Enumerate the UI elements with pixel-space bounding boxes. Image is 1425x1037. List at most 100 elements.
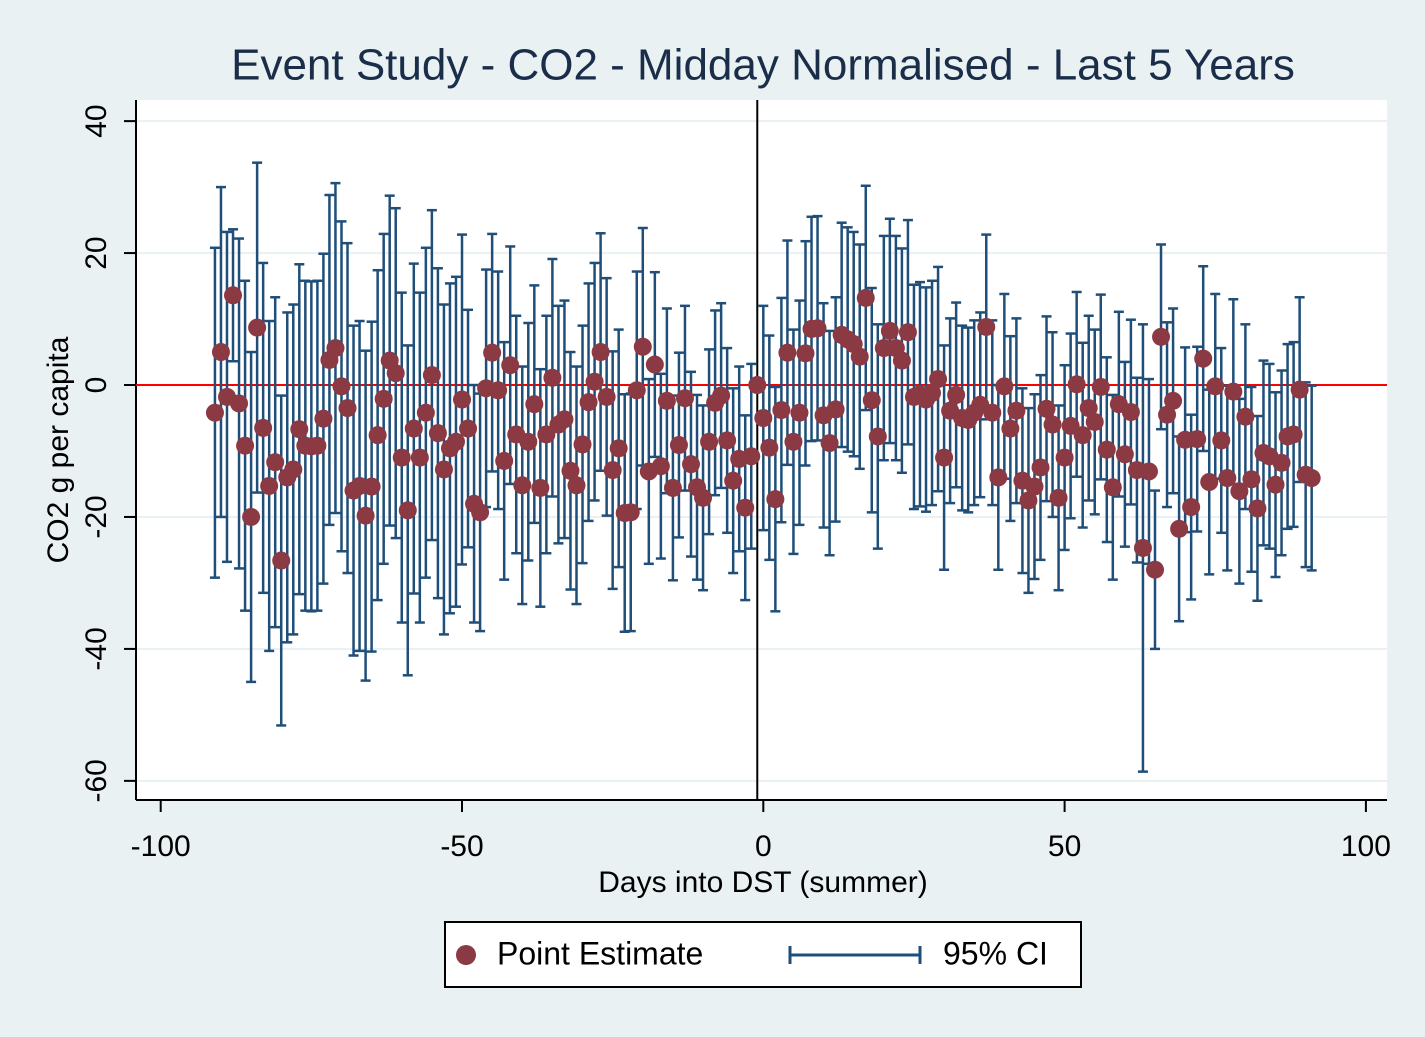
point	[766, 490, 785, 509]
point	[254, 418, 273, 437]
point	[404, 419, 423, 438]
point	[892, 351, 911, 370]
point	[778, 343, 797, 362]
point	[326, 339, 345, 358]
point	[410, 448, 429, 467]
point	[459, 419, 478, 438]
point	[736, 498, 755, 517]
point	[428, 424, 447, 443]
point	[230, 394, 249, 413]
legend-label: Point Estimate	[497, 935, 703, 971]
chart-title: Event Study - CO2 - Midday Normalised - …	[231, 41, 1295, 90]
point	[1230, 482, 1249, 501]
point	[1266, 475, 1285, 494]
point	[1206, 377, 1225, 396]
point	[483, 343, 502, 362]
point	[272, 551, 291, 570]
point	[1067, 375, 1086, 394]
point	[995, 377, 1014, 396]
point	[242, 507, 261, 526]
point	[332, 377, 351, 396]
point	[1272, 453, 1291, 472]
point	[356, 506, 375, 525]
point	[398, 501, 417, 520]
point	[724, 471, 743, 490]
point	[1091, 377, 1110, 396]
point	[609, 439, 628, 458]
point	[1103, 478, 1122, 497]
point	[1290, 380, 1309, 399]
legend-marker	[456, 945, 476, 965]
point	[784, 432, 803, 451]
point	[651, 457, 670, 476]
point	[453, 390, 472, 409]
point	[416, 403, 435, 422]
point	[1049, 488, 1068, 507]
point	[1236, 407, 1255, 426]
point	[314, 409, 333, 428]
point	[513, 476, 532, 495]
point	[284, 460, 303, 479]
point	[760, 438, 779, 457]
point	[977, 317, 996, 336]
point	[603, 461, 622, 480]
point	[1242, 470, 1261, 489]
legend-marker	[788, 946, 922, 964]
x-tick-label: 100	[1341, 830, 1391, 863]
point	[657, 391, 676, 410]
point	[531, 478, 550, 497]
point	[519, 432, 538, 451]
point	[868, 427, 887, 446]
point	[947, 385, 966, 404]
point	[1037, 399, 1056, 418]
point	[579, 393, 598, 412]
point	[796, 344, 815, 363]
point	[1031, 458, 1050, 477]
point	[1200, 472, 1219, 491]
x-axis-label: Days into DST (summer)	[598, 866, 928, 899]
point	[826, 400, 845, 419]
point	[1302, 469, 1321, 488]
point	[1212, 431, 1231, 450]
legend-label: 95% CI	[943, 935, 1048, 971]
y-tick-label: -20	[80, 495, 113, 538]
y-tick-label: -40	[80, 627, 113, 670]
point	[446, 432, 465, 451]
point	[1025, 477, 1044, 496]
point	[850, 347, 869, 366]
point	[308, 436, 327, 455]
point	[1055, 448, 1074, 467]
point	[501, 356, 520, 375]
point	[700, 432, 719, 451]
point	[772, 401, 791, 420]
point	[1121, 403, 1140, 422]
point	[1139, 462, 1158, 481]
point	[1115, 445, 1134, 464]
point	[489, 381, 508, 400]
point	[862, 391, 881, 410]
point	[645, 355, 664, 374]
point	[898, 323, 917, 342]
point	[573, 435, 592, 454]
point	[935, 448, 954, 467]
point	[1152, 327, 1171, 346]
point	[585, 372, 604, 391]
point	[1145, 560, 1164, 579]
point	[434, 460, 453, 479]
point	[808, 319, 827, 338]
point	[712, 386, 731, 405]
x-tick-label: 50	[1048, 830, 1081, 863]
point	[1001, 419, 1020, 438]
point	[754, 409, 773, 428]
point	[669, 436, 688, 455]
y-tick-label: 0	[80, 377, 113, 394]
point	[290, 420, 309, 439]
point	[856, 288, 875, 307]
point	[989, 468, 1008, 487]
x-tick-label: -100	[131, 830, 191, 863]
point	[675, 389, 694, 408]
y-axis-label: CO2 g per capita	[42, 336, 75, 563]
point	[567, 476, 586, 495]
point	[211, 343, 230, 362]
